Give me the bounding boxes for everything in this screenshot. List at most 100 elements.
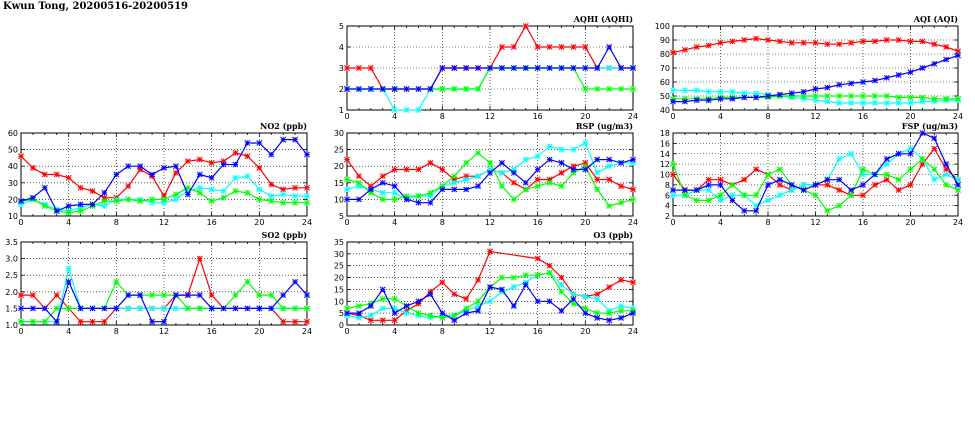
data-point [355, 314, 362, 321]
data-point [161, 305, 167, 312]
data-point [475, 276, 482, 283]
data-point [812, 181, 819, 188]
x-tick-label: 16 [533, 327, 543, 336]
data-point [717, 39, 724, 46]
data-point [534, 183, 541, 190]
data-point [403, 196, 410, 203]
data-point [451, 179, 458, 186]
data-point [824, 93, 831, 99]
data-point [558, 146, 565, 153]
data-point [860, 93, 866, 99]
data-point [391, 86, 398, 92]
y-tick-label: 10 [334, 297, 344, 306]
data-point [824, 98, 831, 105]
data-point [161, 318, 167, 325]
data-point [196, 255, 203, 262]
series-red [18, 149, 310, 201]
data-point [618, 65, 625, 71]
data-point [848, 150, 855, 157]
data-point [871, 77, 878, 84]
data-point [292, 318, 299, 325]
data-point [41, 203, 48, 209]
y-tick-label: 20 [8, 195, 18, 204]
data-point [232, 305, 239, 312]
data-point [606, 317, 613, 324]
data-point [681, 87, 688, 94]
data-point [606, 86, 613, 92]
data-point [18, 305, 24, 312]
data-point [558, 288, 565, 295]
data-point [848, 100, 855, 106]
y-tick-label: 5 [339, 22, 344, 31]
data-point [836, 41, 843, 48]
data-point [403, 86, 410, 92]
series-blue [670, 52, 961, 105]
data-point [848, 80, 855, 87]
data-point [534, 298, 541, 305]
y-tick-label: 6 [665, 191, 670, 200]
y-tick-label: 2.0 [5, 288, 18, 297]
data-point [895, 72, 902, 78]
data-point [534, 176, 541, 183]
data-point [415, 193, 422, 200]
data-point [594, 169, 601, 176]
data-point [268, 181, 275, 188]
data-point [546, 179, 553, 186]
data-point [125, 183, 132, 190]
data-point [268, 305, 275, 312]
data-point [522, 281, 529, 288]
data-point [451, 65, 458, 71]
data-point [776, 181, 783, 188]
data-point [268, 151, 275, 158]
data-point [606, 163, 613, 170]
data-point [89, 305, 96, 312]
y-tick-label: 100 [655, 22, 670, 31]
x-tick-label: 4 [392, 112, 397, 121]
data-point [487, 298, 493, 305]
data-point [883, 176, 890, 183]
x-tick-label: 12 [485, 112, 495, 121]
y-tick-label: 50 [660, 92, 670, 101]
data-point [403, 303, 410, 309]
data-point [582, 310, 589, 317]
data-point [907, 145, 914, 152]
data-point [824, 84, 831, 91]
data-point [907, 94, 914, 101]
data-point [77, 305, 84, 312]
data-point [304, 292, 310, 299]
data-point [522, 186, 529, 193]
data-point [919, 130, 926, 136]
data-point [729, 38, 736, 45]
data-point [812, 39, 819, 46]
data-point [391, 189, 398, 196]
data-point [18, 292, 24, 299]
x-tick-label: 12 [159, 327, 169, 336]
data-point [415, 310, 422, 317]
x-tick-label: 8 [440, 112, 445, 121]
data-point [65, 278, 72, 285]
y-tick-label: 70 [660, 64, 670, 73]
x-tick-label: 8 [765, 112, 770, 121]
data-point [510, 65, 517, 71]
data-point [848, 39, 855, 46]
data-point [427, 86, 434, 92]
data-point [681, 187, 688, 194]
data-point [344, 310, 350, 317]
data-point [594, 186, 601, 193]
data-point [463, 176, 470, 183]
y-tick-label: 2.5 [5, 271, 18, 280]
data-point [670, 49, 676, 56]
data-point [391, 317, 398, 324]
data-point [895, 94, 902, 101]
data-point [860, 181, 866, 188]
data-point [871, 100, 878, 106]
data-point [244, 140, 251, 146]
data-point [582, 44, 589, 50]
data-point [29, 305, 36, 312]
data-point [439, 166, 446, 173]
data-point [630, 186, 636, 193]
data-point [510, 196, 517, 203]
data-point [860, 100, 866, 106]
data-point [670, 192, 676, 199]
